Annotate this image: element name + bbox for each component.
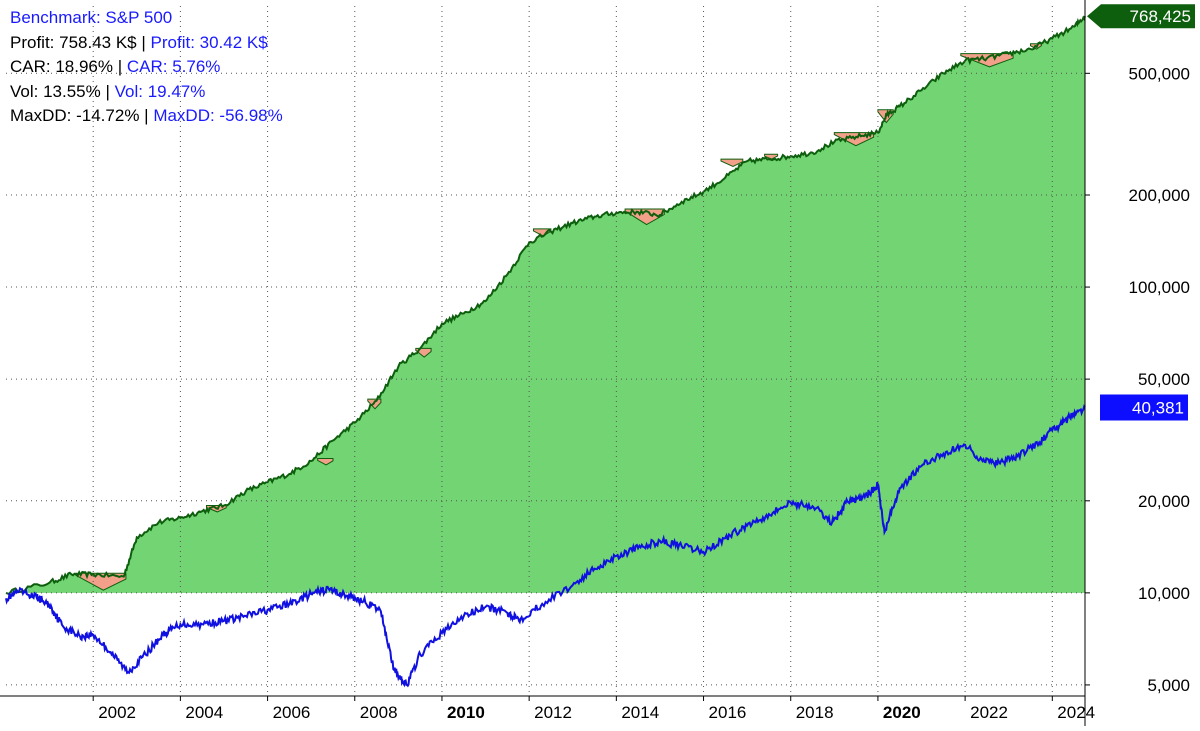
benchmark-last-value-tag-label: 40,381	[1132, 398, 1184, 417]
drawdown-band	[317, 458, 334, 466]
drawdown-band	[960, 53, 1014, 68]
benchmark-last-value-tag	[1100, 394, 1188, 421]
equity-line	[5, 15, 1086, 596]
x-tick-label: 2020	[883, 703, 921, 722]
x-tick-label: 2024	[1057, 703, 1095, 722]
x-tick-label: 2012	[534, 703, 572, 722]
x-tick-label: 2004	[185, 703, 223, 722]
x-tick-label: 2022	[970, 703, 1008, 722]
y-tick-label: 200,000	[1129, 186, 1190, 205]
benchmark-line	[5, 404, 1086, 688]
equity-last-value-tag-label: 768,425	[1130, 7, 1191, 26]
x-tick-label: 2006	[273, 703, 311, 722]
drawdown-band	[720, 158, 744, 167]
x-tick-label: 2018	[796, 703, 834, 722]
drawdown-band	[533, 228, 552, 237]
equity-last-value-tag	[1087, 4, 1195, 29]
y-tick-label: 500,000	[1129, 64, 1190, 83]
x-tick-label: 2014	[621, 703, 659, 722]
y-tick-label: 10,000	[1138, 584, 1190, 603]
drawdown-band	[764, 153, 779, 160]
x-tick-label: 2010	[447, 703, 485, 722]
x-tick-label: 2016	[709, 703, 747, 722]
y-tick-label: 50,000	[1138, 370, 1190, 389]
y-tick-label: 100,000	[1129, 278, 1190, 297]
x-tick-label: 2002	[98, 703, 136, 722]
x-tick-label: 2008	[360, 703, 398, 722]
y-tick-label: 20,000	[1138, 492, 1190, 511]
equity-area	[6, 16, 1085, 595]
y-tick-label: 5,000	[1147, 676, 1190, 695]
